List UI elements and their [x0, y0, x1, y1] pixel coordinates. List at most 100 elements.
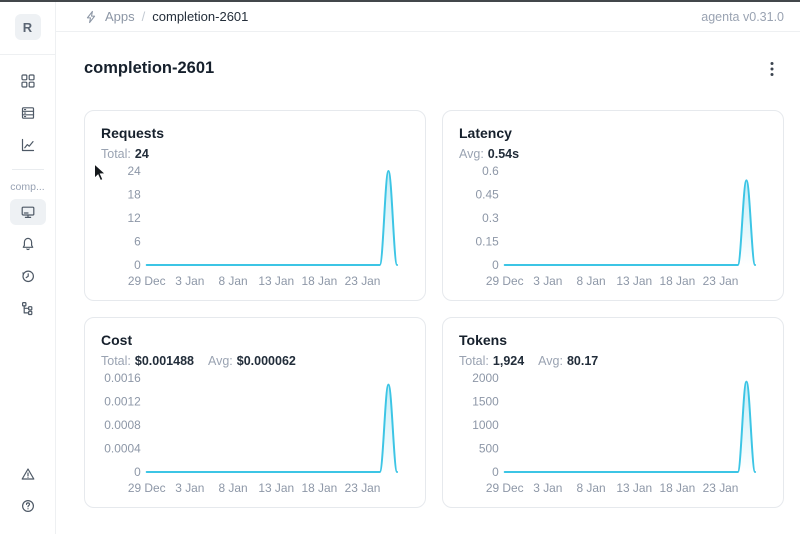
stat-value: $0.000062 — [236, 354, 296, 368]
sidebar: R comp... — [0, 2, 56, 534]
thunderbolt-icon — [86, 10, 96, 23]
svg-text:18: 18 — [127, 187, 141, 201]
app-version-label: agenta v0.31.0 — [701, 9, 784, 24]
metric-card: Requests Total: 24 0 6 12 18 24 29 Dec 3 Jan 8 J… — [84, 110, 426, 301]
svg-text:23 Jan: 23 Jan — [345, 274, 381, 288]
card-stats: Avg: 0.54s — [459, 145, 767, 163]
breadcrumb-apps-link[interactable]: Apps — [105, 9, 135, 24]
svg-text:2000: 2000 — [472, 371, 499, 385]
svg-text:0.0008: 0.0008 — [104, 418, 141, 432]
svg-text:1000: 1000 — [472, 418, 499, 432]
sidebar-item-apps[interactable] — [10, 68, 46, 94]
alerts-bell-icon — [22, 237, 33, 251]
window-top-edge — [0, 0, 800, 2]
card-title: Cost — [101, 332, 133, 348]
warning-triangle-icon — [21, 468, 34, 480]
stat-label: Avg: — [538, 354, 563, 368]
sidebar-item-analytics[interactable] — [10, 132, 46, 158]
svg-text:24: 24 — [127, 164, 141, 178]
svg-text:13 Jan: 13 Jan — [258, 274, 294, 288]
history-icon — [21, 270, 34, 283]
metric-chart[interactable]: 0 500 1000 1500 2000 29 Dec 3 Jan 8 Jan 13 Jan 18… — [459, 371, 767, 498]
sidebar-item-help[interactable] — [10, 493, 46, 519]
svg-text:23 Jan: 23 Jan — [703, 481, 739, 495]
svg-text:29 Dec: 29 Dec — [128, 481, 166, 495]
charts-grid: Requests Total: 24 0 6 12 18 24 29 Dec 3 Jan 8 J… — [84, 110, 784, 508]
metric-chart[interactable]: 0 6 12 18 24 29 Dec 3 Jan 8 Jan 13 Jan 18 Jan 23 J… — [101, 164, 409, 291]
svg-text:0.0012: 0.0012 — [104, 394, 141, 408]
stat: Avg: $0.000062 — [208, 352, 296, 370]
breadcrumb: Apps / completion-2601 — [84, 9, 248, 24]
svg-text:0.15: 0.15 — [476, 234, 500, 248]
svg-text:0: 0 — [492, 465, 499, 479]
traces-tree-icon — [21, 301, 32, 316]
overview-monitor-icon — [21, 206, 34, 218]
help-question-icon — [21, 499, 34, 513]
analytics-icon — [21, 138, 34, 152]
svg-text:29 Dec: 29 Dec — [486, 481, 524, 495]
breadcrumb-separator: / — [141, 9, 146, 24]
svg-text:18 Jan: 18 Jan — [301, 274, 337, 288]
svg-text:13 Jan: 13 Jan — [616, 274, 652, 288]
metric-card: Cost Total: $0.001488 Avg: $0.000062 0 0.000… — [84, 317, 426, 508]
svg-text:29 Dec: 29 Dec — [128, 274, 166, 288]
metric-chart[interactable]: 0 0.0004 0.0008 0.0012 0.0016 29 Dec 3 Jan 8 Ja… — [101, 371, 409, 498]
svg-text:18 Jan: 18 Jan — [301, 481, 337, 495]
metric-card: Tokens Total: 1,924 Avg: 80.17 0 500 1000 1500… — [442, 317, 784, 508]
page-header: completion-2601 — [84, 58, 784, 80]
stat-label: Total: — [101, 354, 131, 368]
stat-label: Total: — [101, 147, 131, 161]
apps-grid-icon — [20, 74, 35, 88]
svg-text:3 Jan: 3 Jan — [175, 274, 204, 288]
page-title: completion-2601 — [84, 59, 215, 77]
svg-text:23 Jan: 23 Jan — [345, 481, 381, 495]
metric-chart[interactable]: 0 0.15 0.3 0.45 0.6 29 Dec 3 Jan 8 Jan 13 Jan 18 … — [459, 164, 767, 291]
metric-card: Latency Avg: 0.54s 0 0.15 0.3 0.45 0.6 29 Dec 3… — [442, 110, 784, 301]
svg-text:8 Jan: 8 Jan — [576, 274, 605, 288]
svg-text:3 Jan: 3 Jan — [175, 481, 204, 495]
sidebar-item-history[interactable] — [10, 263, 46, 289]
sidebar-item-alerts[interactable] — [10, 231, 46, 257]
sidebar-item-overview[interactable] — [9, 199, 46, 225]
sidebar-item-issues[interactable] — [10, 461, 46, 487]
sidebar-section-divider — [11, 169, 44, 170]
svg-text:0.3: 0.3 — [482, 211, 499, 225]
sidebar-item-traces[interactable] — [10, 295, 46, 321]
stat-label: Avg: — [459, 147, 484, 161]
workspace-avatar[interactable]: R — [14, 14, 41, 40]
svg-text:0.6: 0.6 — [482, 164, 499, 178]
stat-value: $0.001488 — [134, 354, 194, 368]
svg-text:8 Jan: 8 Jan — [218, 481, 247, 495]
stat-value: 1,924 — [492, 354, 525, 368]
svg-text:0.45: 0.45 — [476, 187, 500, 201]
stat: Avg: 0.54s — [459, 145, 519, 163]
svg-text:18 Jan: 18 Jan — [659, 274, 695, 288]
avatar-letter: R — [22, 19, 33, 35]
sidebar-bottom — [10, 458, 46, 522]
sidebar-app-label: comp... — [10, 181, 45, 193]
svg-text:29 Dec: 29 Dec — [486, 274, 524, 288]
svg-text:0: 0 — [134, 465, 141, 479]
svg-text:13 Jan: 13 Jan — [616, 481, 652, 495]
card-title: Tokens — [459, 332, 507, 348]
breadcrumb-current: completion-2601 — [152, 9, 249, 24]
stat-value: 0.54s — [487, 147, 520, 161]
stat: Total: 24 — [101, 145, 149, 163]
main-area: Apps / completion-2601 agenta v0.31.0 co… — [56, 2, 800, 534]
card-stats: Total: $0.001488 Avg: $0.000062 — [101, 352, 409, 370]
svg-text:1500: 1500 — [472, 394, 499, 408]
stat: Total: 1,924 — [459, 352, 524, 370]
more-menu-button[interactable] — [760, 58, 784, 80]
card-title: Requests — [101, 125, 165, 141]
card-stats: Total: 24 — [101, 145, 409, 163]
svg-text:23 Jan: 23 Jan — [703, 274, 739, 288]
svg-text:0.0004: 0.0004 — [104, 441, 141, 455]
stat-value: 24 — [134, 147, 149, 161]
svg-text:8 Jan: 8 Jan — [218, 274, 247, 288]
sidebar-item-test-sets[interactable] — [10, 100, 46, 126]
stat: Avg: 80.17 — [538, 352, 598, 370]
top-header: Apps / completion-2601 agenta v0.31.0 — [56, 2, 800, 32]
card-stats: Total: 1,924 Avg: 80.17 — [459, 352, 767, 370]
svg-text:8 Jan: 8 Jan — [576, 481, 605, 495]
